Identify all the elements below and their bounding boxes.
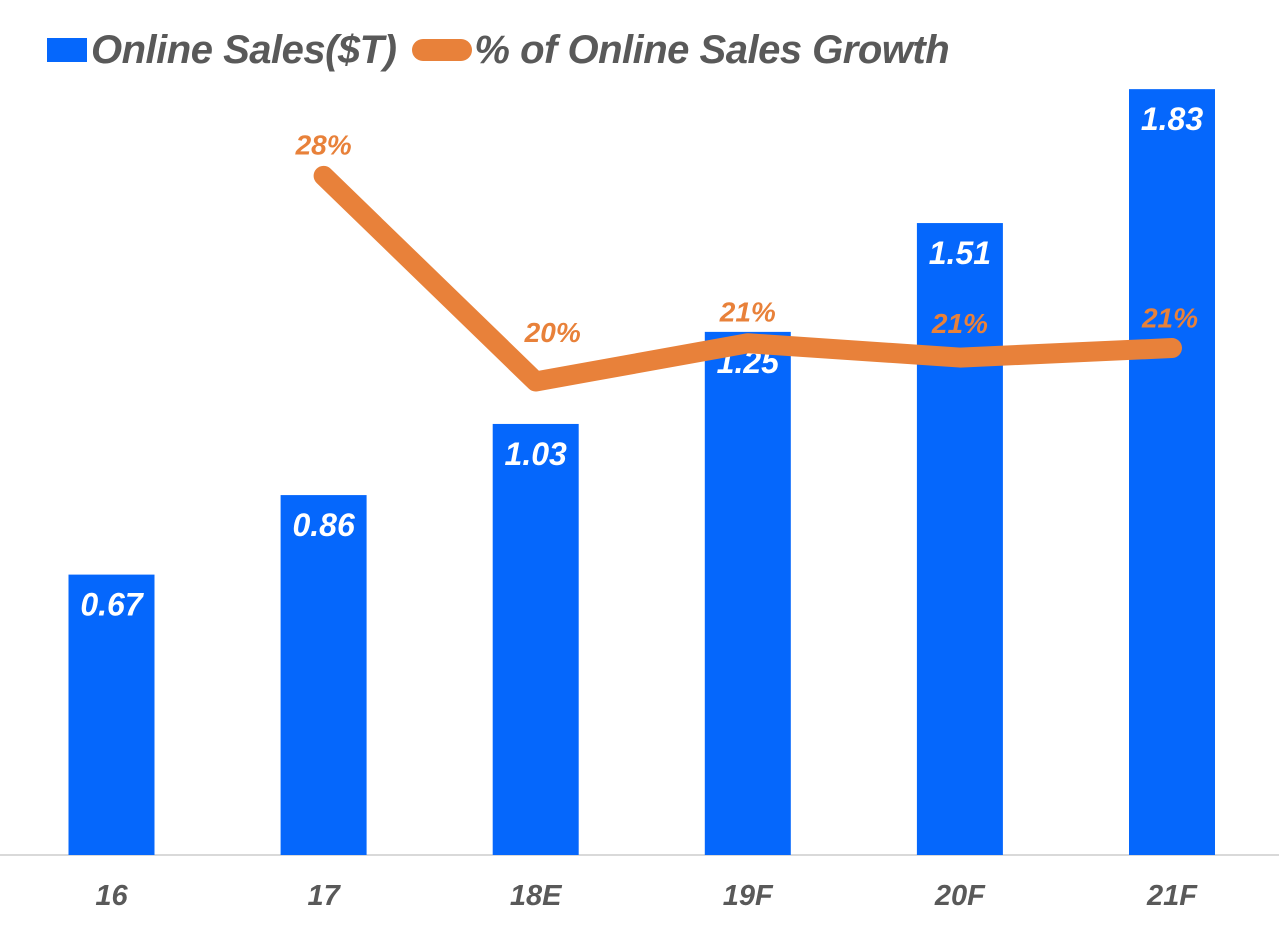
bar-label-17: 0.86 <box>292 507 354 543</box>
line-label-17: 28% <box>295 129 352 160</box>
line-label-19F: 21% <box>719 297 776 328</box>
line-series-legend-label: % of Online Sales Growth <box>474 28 950 72</box>
bar-label-18E: 1.03 <box>505 436 567 472</box>
bar-label-16: 0.67 <box>80 587 144 623</box>
bar-19F <box>704 331 791 855</box>
bar-17 <box>280 495 367 855</box>
x-tick-21f: 21F <box>1147 880 1197 912</box>
bar-20F <box>916 223 1003 855</box>
bar-18E <box>492 423 579 855</box>
line-label-18E: 20% <box>524 317 581 348</box>
x-tick-17: 17 <box>307 880 340 912</box>
bar-label-20F: 1.51 <box>929 235 991 271</box>
bar-series-swatch-icon <box>47 38 87 62</box>
x-tick-16: 16 <box>95 880 128 912</box>
line-label-21F: 21% <box>1141 303 1198 334</box>
x-tick-19f: 19F <box>722 880 773 912</box>
bar-series-legend-label: Online Sales($T) <box>91 28 397 72</box>
chart-legend: Online Sales($T) % of Online Sales Growt… <box>47 24 950 76</box>
bar-16 <box>68 574 155 855</box>
line-label-20F: 21% <box>931 308 988 339</box>
bar-21F <box>1129 89 1215 855</box>
growth-line <box>313 165 1182 392</box>
bar-label-21F: 1.83 <box>1141 101 1203 137</box>
x-tick-20f: 20F <box>934 880 985 912</box>
x-tick-18e: 18E <box>509 880 562 912</box>
line-series-swatch-icon <box>412 39 473 61</box>
